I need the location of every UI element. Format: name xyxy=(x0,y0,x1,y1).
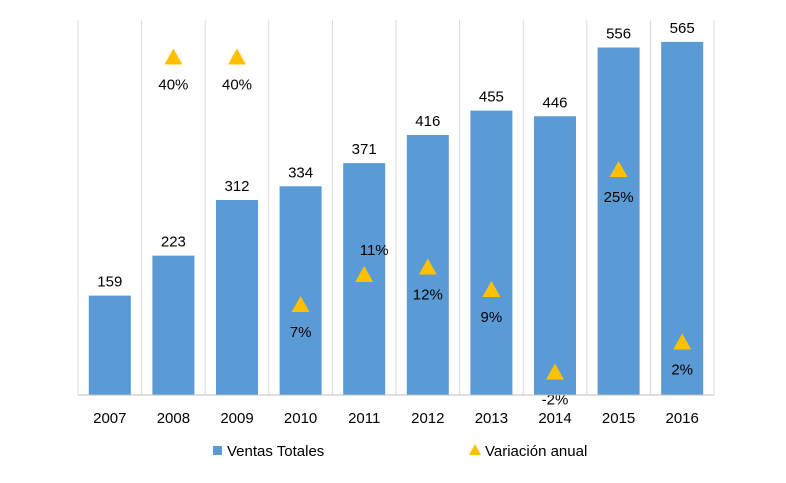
marker-2015 xyxy=(609,161,628,177)
legend-label-variacion: Variación anual xyxy=(485,443,587,460)
x-tick-2010: 2010 xyxy=(284,410,317,427)
bar-2014 xyxy=(534,116,576,395)
bar-label-2015: 556 xyxy=(606,26,631,43)
legend-swatch-variacion xyxy=(469,444,481,455)
marker-2009 xyxy=(228,48,246,65)
x-tick-2015: 2015 xyxy=(602,410,635,427)
marker-2008 xyxy=(164,48,183,65)
gridlines xyxy=(77,20,715,395)
x-tick-2011: 2011 xyxy=(348,410,380,427)
bar-2007 xyxy=(88,295,131,395)
markers: 40% 40% 7% 11% 12% 9% -2% 25% 2% xyxy=(158,48,693,409)
marker-label-2015: 25% xyxy=(604,189,634,206)
marker-label-2010: 7% xyxy=(290,324,312,341)
marker-label-2016: 2% xyxy=(671,362,693,379)
marker-2011 xyxy=(355,266,374,282)
bar-2008 xyxy=(152,255,195,395)
bar-label-2013: 455 xyxy=(479,89,504,106)
marker-2010 xyxy=(291,296,310,312)
bars: 159 223 312 334 371 416 455 446 556 565 xyxy=(88,20,704,395)
bar-label-2012: 416 xyxy=(415,113,440,130)
legend: Ventas Totales Variación anual xyxy=(213,443,587,460)
bar-2010 xyxy=(279,186,322,395)
x-tick-2009: 2009 xyxy=(220,410,253,427)
bar-2013 xyxy=(470,110,513,395)
x-tick-labels: 2007 2008 2009 2010 2011 2012 2013 2014 2015 2016 xyxy=(93,410,699,427)
marker-2014 xyxy=(546,363,564,380)
legend-label-ventas: Ventas Totales xyxy=(227,443,324,460)
bar-label-2007: 159 xyxy=(97,274,122,291)
marker-label-2011: 11% xyxy=(360,242,389,259)
legend-swatch-ventas xyxy=(213,446,222,455)
bar-2015 xyxy=(597,47,640,395)
bar-2009 xyxy=(216,200,258,395)
marker-label-2008: 40% xyxy=(158,77,188,94)
marker-2012 xyxy=(418,258,437,275)
x-tick-2013: 2013 xyxy=(475,410,508,427)
marker-label-2014: -2% xyxy=(542,392,569,409)
marker-label-2012: 12% xyxy=(413,287,443,304)
marker-label-2009: 40% xyxy=(222,77,252,94)
bar-label-2011: 371 xyxy=(352,141,377,158)
marker-2013 xyxy=(482,281,501,297)
bar-label-2008: 223 xyxy=(161,234,186,251)
x-tick-2014: 2014 xyxy=(538,410,571,427)
bar-label-2014: 446 xyxy=(542,94,567,111)
x-tick-2008: 2008 xyxy=(157,410,190,427)
x-tick-2007: 2007 xyxy=(93,410,126,427)
bar-label-2009: 312 xyxy=(224,178,249,195)
x-tick-2016: 2016 xyxy=(666,410,699,427)
marker-label-2013: 9% xyxy=(481,309,503,326)
marker-2016 xyxy=(673,333,692,350)
bar-label-2010: 334 xyxy=(288,164,313,181)
bar-label-2016: 565 xyxy=(670,20,695,37)
x-tick-2012: 2012 xyxy=(411,410,444,427)
